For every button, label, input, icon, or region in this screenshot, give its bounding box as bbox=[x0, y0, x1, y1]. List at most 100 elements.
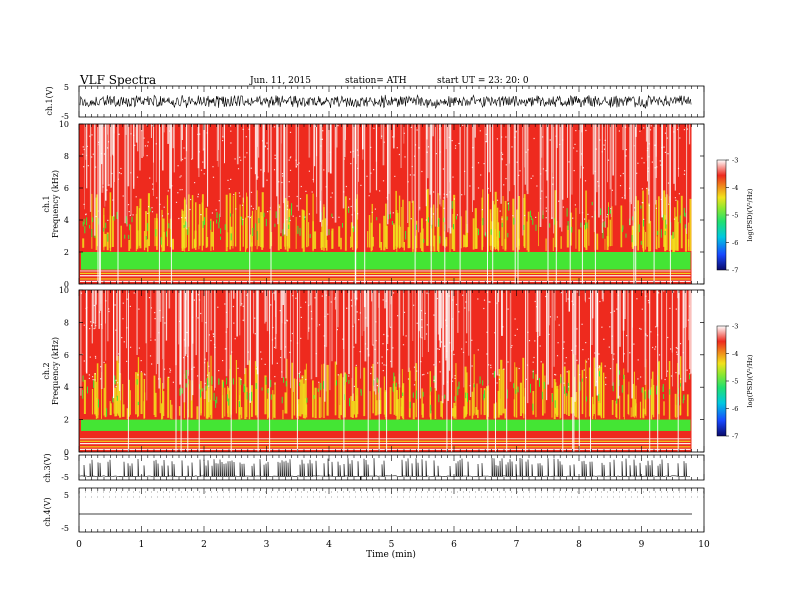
ch1-speckle bbox=[85, 154, 88, 157]
ch2-sferic-streak bbox=[363, 290, 365, 332]
ch2-green-fleck bbox=[114, 380, 116, 385]
ch1-sferic-column bbox=[170, 124, 172, 284]
ch1-yellow-burst bbox=[403, 242, 405, 251]
ch1-sferic-streak bbox=[276, 124, 278, 197]
ch1-sferic-streak bbox=[320, 124, 322, 165]
ch1-speckle bbox=[648, 204, 650, 207]
ch1-speckle bbox=[683, 129, 685, 131]
ch2-speckle bbox=[486, 353, 488, 355]
ch1-speckle bbox=[454, 147, 457, 149]
ch1-speckle bbox=[562, 139, 564, 141]
ch2-speckle bbox=[334, 297, 336, 299]
ch1-sferic-column bbox=[99, 124, 101, 284]
ch2-sferic-streak bbox=[208, 290, 210, 403]
ch2-speckle bbox=[397, 315, 399, 317]
ch1-yellow-burst bbox=[136, 230, 139, 248]
ch2-sferic-streak bbox=[285, 290, 287, 379]
ch2-yellow-burst bbox=[377, 379, 379, 415]
ch1-sferic-streak bbox=[661, 124, 663, 211]
ch1-sferic-streak bbox=[314, 124, 316, 167]
ch2-sferic-streak bbox=[94, 290, 97, 324]
ch1-speckle bbox=[679, 137, 681, 139]
ch2-speckle bbox=[599, 300, 601, 303]
ch1-green-fleck bbox=[282, 229, 284, 237]
ch2-speckle bbox=[445, 319, 447, 321]
ch1-speckle bbox=[320, 138, 322, 140]
ch1-sferic-streak bbox=[445, 124, 447, 150]
ch2-sferic-column bbox=[187, 290, 189, 452]
ch2-sferic-streak bbox=[150, 290, 152, 339]
ch1-green-fleck bbox=[610, 209, 611, 214]
ch2-speckle bbox=[90, 321, 92, 323]
ch2-speckle bbox=[273, 292, 275, 294]
ch1-colorbar-label: log(PSD)(V²/Hz) bbox=[746, 188, 754, 241]
ch2-yellow-burst bbox=[103, 387, 105, 416]
ch1-speckle bbox=[237, 168, 240, 170]
ch2-yellow-burst bbox=[91, 389, 94, 415]
ch1-sferic-streak bbox=[326, 124, 328, 236]
ch2-yellow-burst bbox=[577, 364, 579, 419]
ch1-green-fleck bbox=[256, 231, 258, 240]
ch1-waveform-ylabel: ch.1(V) bbox=[45, 86, 54, 115]
ch1-speckle bbox=[300, 185, 302, 188]
ch1-green-fleck bbox=[342, 223, 343, 228]
ch1-speckle bbox=[222, 140, 224, 142]
ch2-sferic-streak bbox=[644, 290, 647, 385]
ch2-green-fleck bbox=[205, 386, 207, 390]
ch1-speckle bbox=[677, 167, 680, 170]
ch2-yellow-burst bbox=[128, 379, 130, 417]
ch2-yellow-burst bbox=[632, 383, 634, 417]
ch1-green-fleck bbox=[684, 212, 686, 218]
ch2-speckle bbox=[295, 297, 297, 299]
ch2-yellow-burst bbox=[239, 377, 241, 415]
ch2-speckle bbox=[413, 366, 416, 368]
ch2-sferic-streak bbox=[371, 290, 373, 345]
ch1-yellow-burst bbox=[251, 215, 252, 247]
ch1-speckle bbox=[479, 130, 481, 132]
ch1-yellow-burst bbox=[95, 197, 98, 251]
ch2-speckle bbox=[390, 360, 392, 362]
ch2-yellow-burst bbox=[504, 408, 506, 419]
ch2-yellow-burst bbox=[440, 401, 443, 417]
ch1-colorbar-tick-label: -4 bbox=[732, 184, 738, 192]
ch2-sferic-streak bbox=[419, 290, 422, 338]
ch2-yellow-burst bbox=[94, 373, 96, 415]
ch1-green-fleck bbox=[216, 212, 218, 219]
ch2-green-fleck bbox=[226, 394, 228, 402]
ch1-speckle bbox=[641, 188, 643, 190]
ch1-speckle bbox=[357, 154, 359, 156]
ch1-speckle bbox=[646, 150, 649, 152]
ch1-yellow-burst bbox=[497, 222, 500, 251]
ch2-speckle bbox=[212, 333, 214, 335]
ch2-yellow-burst bbox=[369, 391, 371, 419]
ch1-sferic-streak bbox=[362, 124, 364, 150]
ch1-speckle bbox=[602, 219, 604, 221]
ch2-yellow-burst bbox=[305, 363, 307, 415]
ch1-yellow-burst bbox=[135, 213, 137, 252]
ch1-speckle bbox=[373, 127, 375, 129]
ch2-sferic-streak bbox=[656, 290, 659, 327]
ch1-yellow-burst bbox=[181, 209, 183, 249]
ch2-yellow-burst bbox=[593, 357, 596, 415]
ch2-green-fleck bbox=[285, 381, 287, 387]
ch1-green-fleck bbox=[684, 224, 686, 229]
ch2-yellow-burst bbox=[122, 404, 125, 417]
ch2-yellow-burst bbox=[224, 387, 226, 417]
ch2-speckle bbox=[254, 317, 256, 319]
ch2-speckle bbox=[576, 328, 578, 330]
ch1-speckle bbox=[530, 177, 532, 179]
ch3-ytick-bottom: -5 bbox=[61, 473, 69, 482]
ch2-green-fleck bbox=[554, 400, 556, 408]
ch1-speckle bbox=[230, 178, 232, 180]
ch2-green-fleck bbox=[360, 390, 362, 396]
ch1-speckle bbox=[298, 162, 300, 164]
ch2-speckle bbox=[324, 345, 326, 347]
ch2-sferic-streak bbox=[183, 290, 186, 403]
ch1-sferic-streak bbox=[673, 124, 675, 184]
ch2-green-fleck bbox=[240, 379, 242, 385]
ch2-speckle bbox=[623, 353, 625, 355]
ch1-waveform-panel: 5 -5 ch.1(V) bbox=[45, 83, 705, 121]
ch2-speckle bbox=[563, 382, 565, 384]
ch2-yellow-burst bbox=[594, 368, 596, 420]
